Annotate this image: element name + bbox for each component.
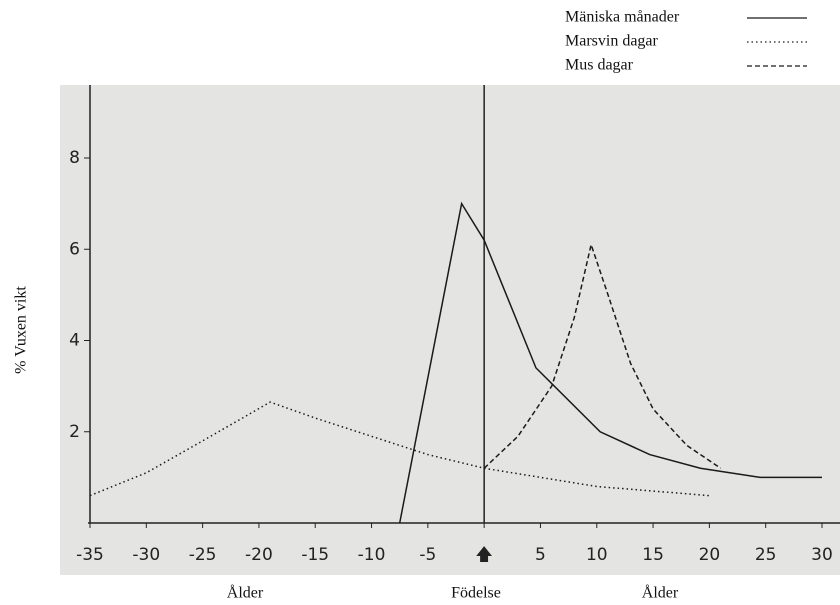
annotation: Ålder	[642, 584, 679, 602]
y-axis-label: % Vuxen vikt	[13, 286, 30, 374]
x-tick-label: 5	[535, 545, 546, 565]
x-tick-label: -25	[189, 545, 217, 565]
x-tick-label: 25	[755, 545, 777, 565]
y-tick-label: 2	[69, 422, 80, 442]
annotation: Födelse	[451, 585, 501, 602]
x-tick-label: -30	[132, 545, 160, 565]
x-tick-label: -5	[419, 545, 436, 565]
legend-label: Marsvin dagar	[565, 33, 659, 50]
x-tick-label: 🡅	[475, 545, 492, 565]
legend-label: Mäniska månader	[565, 9, 680, 26]
y-tick-label: 6	[69, 239, 80, 259]
x-tick-label: 30	[811, 545, 833, 565]
x-tick-label: -15	[301, 545, 329, 565]
x-tick-label: -35	[76, 545, 104, 565]
y-tick-label: 8	[69, 148, 80, 168]
x-tick-label: 10	[586, 545, 608, 565]
page: {"chart_data": { "type": "line", "y_labe…	[0, 0, 840, 605]
x-tick-label: -20	[245, 545, 273, 565]
legend-label: Mus dagar	[565, 57, 634, 74]
x-tick-label: 20	[699, 545, 721, 565]
x-tick-label: -10	[358, 545, 386, 565]
y-tick-label: 4	[69, 331, 80, 351]
scan-background	[60, 85, 840, 575]
chart: % Vuxen vikt Ålder Födelse Ålder 2 4 6 8 -35…	[0, 0, 840, 605]
x-tick-label: 15	[642, 545, 664, 565]
annotation: Ålder	[227, 584, 264, 602]
